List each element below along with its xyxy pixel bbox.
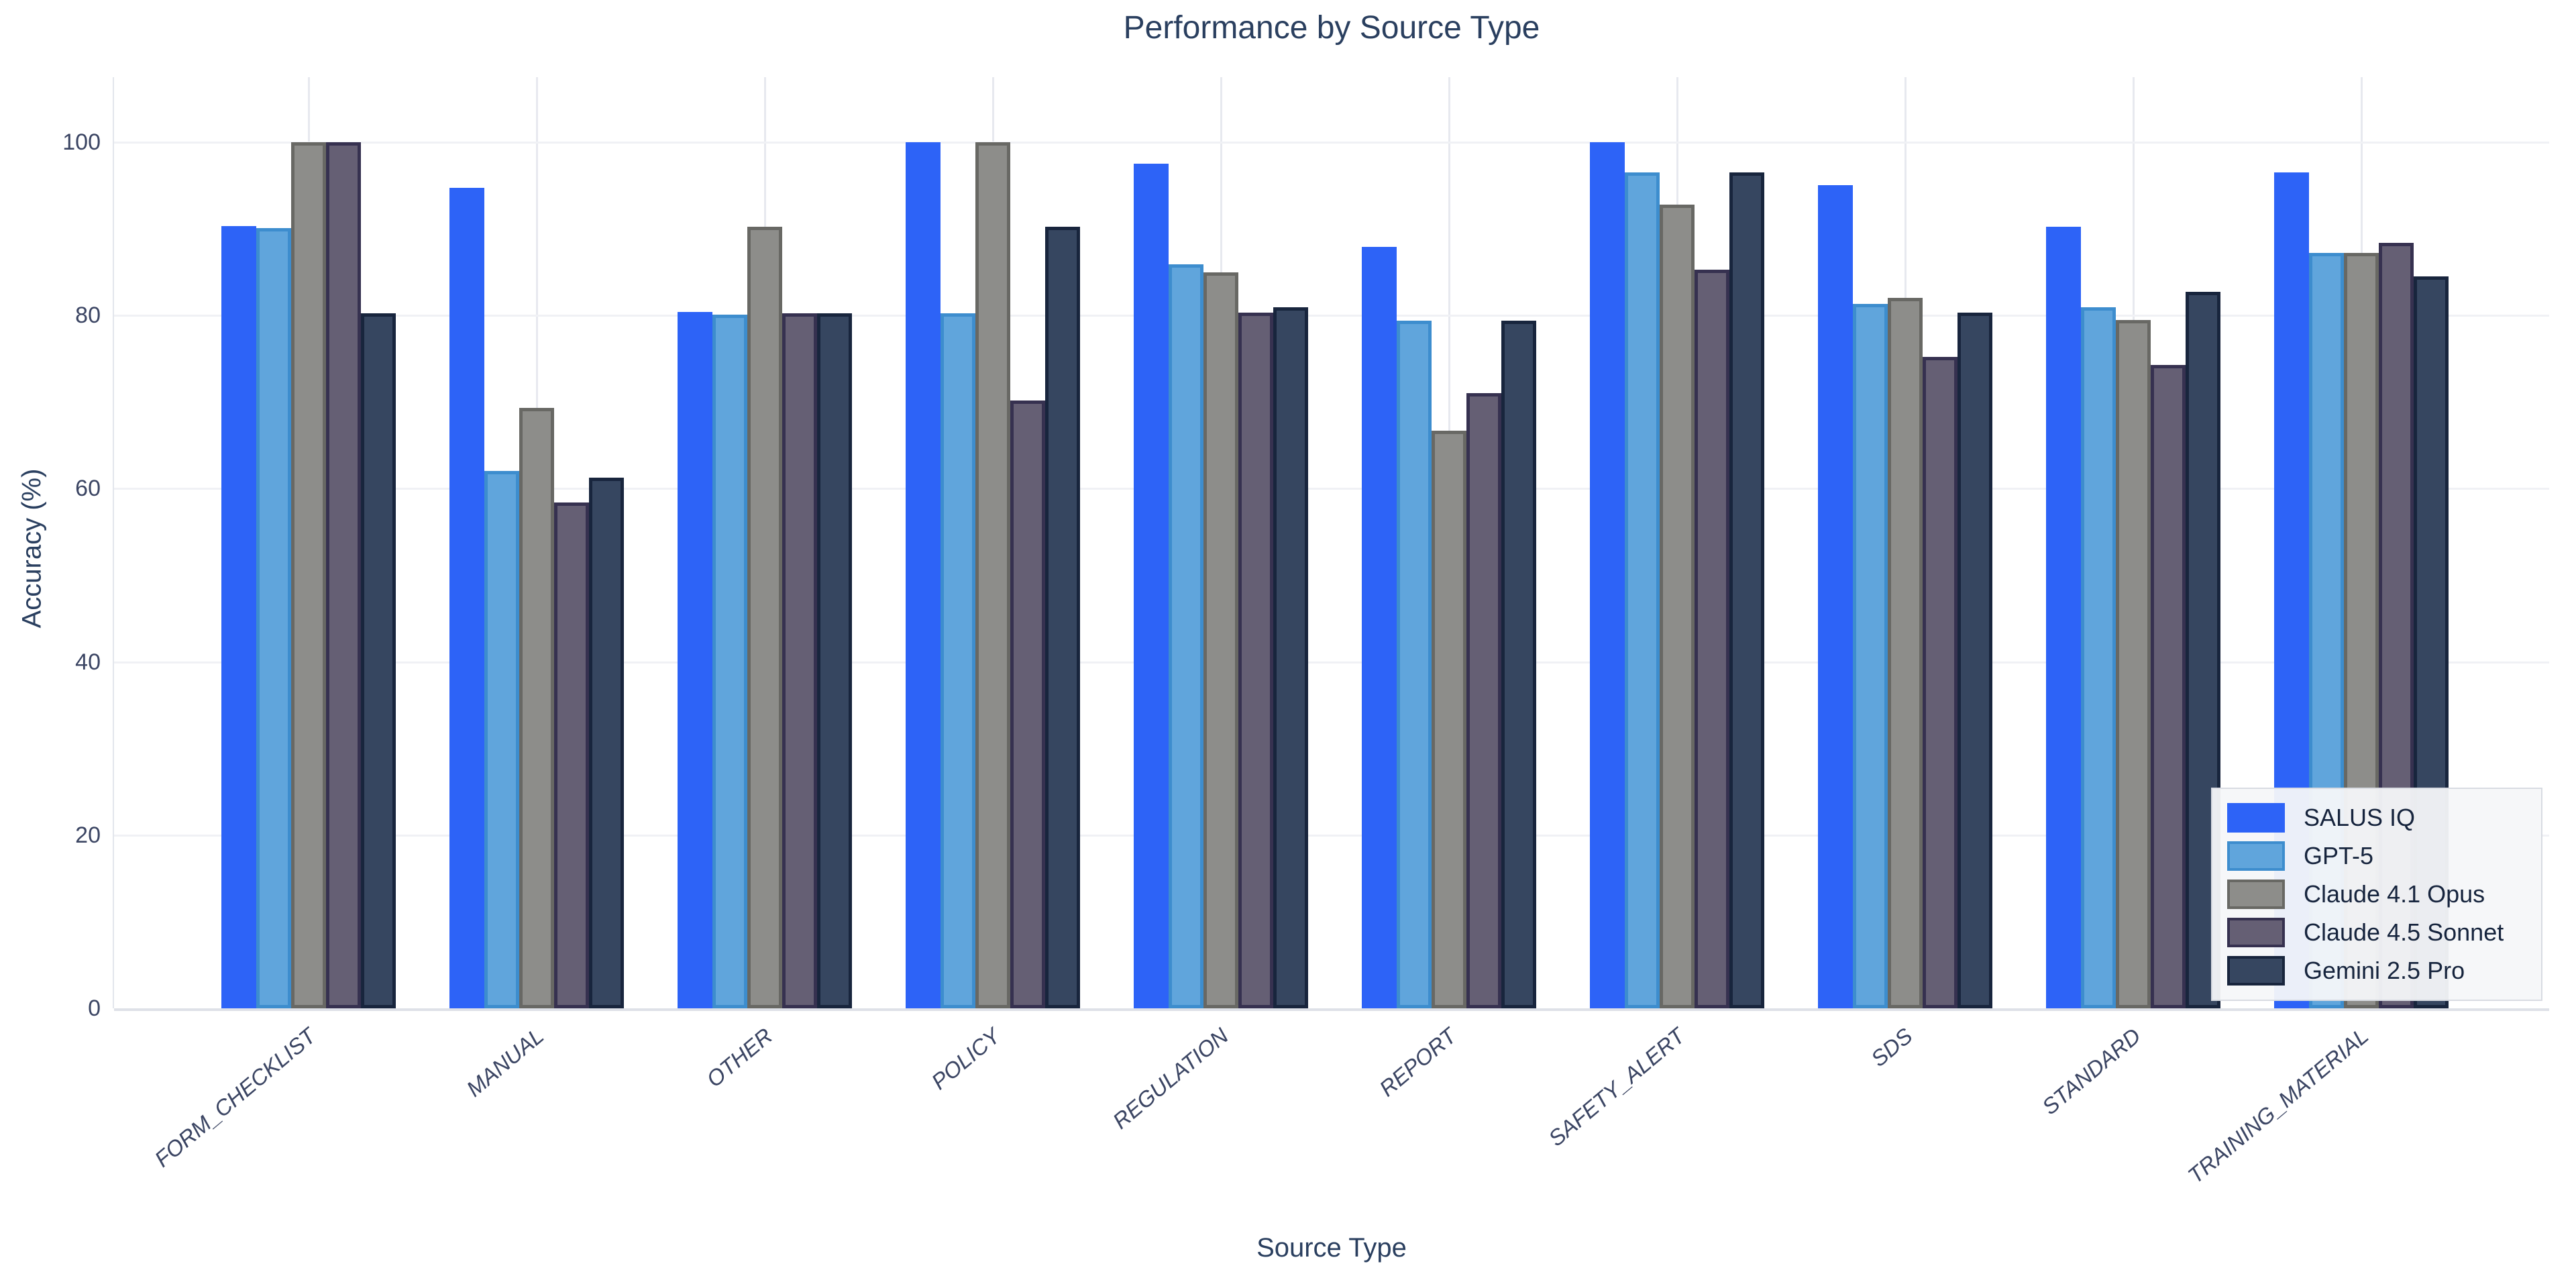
bar-claude-4.5-sonnet-safety_alert <box>1695 269 1729 1008</box>
y-tick-label: 40 <box>75 649 101 675</box>
bar-claude-4.1-opus-form_checklist <box>291 142 326 1008</box>
bar-claude-4.5-sonnet-standard <box>2151 364 2186 1008</box>
bar-salus-iq-safety_alert <box>1590 142 1625 1008</box>
bar-gpt-5-standard <box>2081 307 2116 1008</box>
bar-claude-4.1-opus-report <box>1432 430 1466 1008</box>
bar-claude-4.1-opus-policy <box>975 142 1010 1008</box>
bar-claude-4.5-sonnet-report <box>1466 393 1501 1008</box>
bar-claude-4.1-opus-standard <box>2116 319 2151 1008</box>
x-tick-text: POLICY <box>926 1023 1005 1095</box>
bar-claude-4.1-opus-other <box>747 227 782 1008</box>
x-tick-text: FORM_CHECKLIST <box>150 1023 321 1172</box>
x-axis-title: Source Type <box>1256 1233 1407 1263</box>
legend-item-claude-4.5-sonnet[interactable]: Claude 4.5 Sonnet <box>2227 914 2526 951</box>
y-tick-label: 100 <box>62 129 101 155</box>
bar-salus-iq-sds <box>1818 185 1853 1008</box>
x-tick-text: TRAINING_MATERIAL <box>2183 1023 2373 1188</box>
bar-gemini-2.5-pro-safety_alert <box>1729 172 1764 1008</box>
bar-gpt-5-form_checklist <box>256 227 291 1008</box>
bar-salus-iq-other <box>678 311 712 1008</box>
y-tick-label: 0 <box>88 996 101 1021</box>
x-tick-text: REGULATION <box>1108 1023 1233 1134</box>
bar-gemini-2.5-pro-report <box>1501 320 1536 1008</box>
bar-gpt-5-report <box>1397 320 1432 1008</box>
bar-claude-4.1-opus-regulation <box>1203 272 1238 1008</box>
bar-gpt-5-other <box>712 314 747 1008</box>
y-tick-label: 60 <box>75 476 101 502</box>
bar-salus-iq-manual <box>449 188 484 1008</box>
bar-gpt-5-policy <box>941 313 975 1008</box>
bar-gpt-5-safety_alert <box>1625 172 1660 1008</box>
bar-claude-4.1-opus-sds <box>1888 298 1923 1008</box>
x-axis-line <box>114 1008 2549 1011</box>
bar-gemini-2.5-pro-form_checklist <box>361 313 396 1008</box>
legend-swatch <box>2227 841 2285 871</box>
legend-swatch <box>2227 879 2285 909</box>
y-axis-title: Accuracy (%) <box>17 468 47 629</box>
legend-swatch <box>2227 918 2285 948</box>
bar-salus-iq-standard <box>2046 227 2081 1008</box>
legend-label: Claude 4.1 Opus <box>2304 880 2485 908</box>
legend-label: Claude 4.5 Sonnet <box>2304 918 2504 947</box>
bar-claude-4.1-opus-manual <box>519 408 554 1008</box>
bar-salus-iq-report <box>1362 247 1397 1008</box>
legend-swatch <box>2227 956 2285 986</box>
y-tick-label: 80 <box>75 303 101 329</box>
legend-item-salus-iq[interactable]: SALUS IQ <box>2227 799 2526 837</box>
bar-salus-iq-form_checklist <box>221 226 256 1008</box>
y-axis-line <box>113 77 114 1008</box>
bar-gpt-5-regulation <box>1169 264 1203 1008</box>
bar-gpt-5-manual <box>484 471 519 1008</box>
legend-item-claude-4.1-opus[interactable]: Claude 4.1 Opus <box>2227 875 2526 913</box>
legend-label: Gemini 2.5 Pro <box>2304 957 2465 985</box>
bar-claude-4.5-sonnet-other <box>782 313 817 1008</box>
bar-salus-iq-regulation <box>1134 164 1169 1008</box>
legend-label: GPT-5 <box>2304 841 2374 869</box>
bar-salus-iq-policy <box>906 142 941 1008</box>
bar-claude-4.5-sonnet-sds <box>1923 357 1957 1008</box>
bar-gemini-2.5-pro-manual <box>589 477 624 1008</box>
legend-label: SALUS IQ <box>2304 803 2416 831</box>
x-tick-text: OTHER <box>701 1023 777 1092</box>
bar-claude-4.5-sonnet-policy <box>1010 400 1045 1008</box>
chart-title: Performance by Source Type <box>1123 10 1540 46</box>
x-tick-text: SDS <box>1866 1023 1917 1071</box>
bar-gemini-2.5-pro-standard <box>2186 292 2220 1008</box>
x-tick-text: REPORT <box>1375 1023 1461 1102</box>
y-tick-label: 20 <box>75 822 101 848</box>
y-gridline <box>114 834 2549 837</box>
bar-gemini-2.5-pro-other <box>817 313 852 1008</box>
x-tick-text: SAFETY_ALERT <box>1543 1023 1689 1151</box>
legend: SALUS IQ GPT-5 Claude 4.1 Opus Claude 4.5 S… <box>2211 788 2542 1001</box>
bar-gemini-2.5-pro-regulation <box>1273 307 1308 1008</box>
y-gridline <box>114 661 2549 663</box>
bar-claude-4.5-sonnet-form_checklist <box>326 142 361 1008</box>
x-tick-text: MANUAL <box>462 1023 549 1102</box>
bar-gemini-2.5-pro-sds <box>1957 313 1992 1008</box>
legend-item-gemini-2.5-pro[interactable]: Gemini 2.5 Pro <box>2227 952 2526 990</box>
legend-item-gpt-5[interactable]: GPT-5 <box>2227 837 2526 875</box>
y-gridline <box>114 315 2549 317</box>
bar-gpt-5-sds <box>1853 304 1888 1008</box>
bar-claude-4.1-opus-safety_alert <box>1660 204 1695 1008</box>
legend-swatch <box>2227 802 2285 833</box>
bar-claude-4.5-sonnet-regulation <box>1238 313 1273 1008</box>
bar-claude-4.5-sonnet-manual <box>554 502 589 1008</box>
bar-gemini-2.5-pro-policy <box>1045 227 1080 1008</box>
y-gridline <box>114 488 2549 490</box>
x-tick-text: STANDARD <box>2037 1023 2145 1120</box>
y-gridline <box>114 141 2549 144</box>
